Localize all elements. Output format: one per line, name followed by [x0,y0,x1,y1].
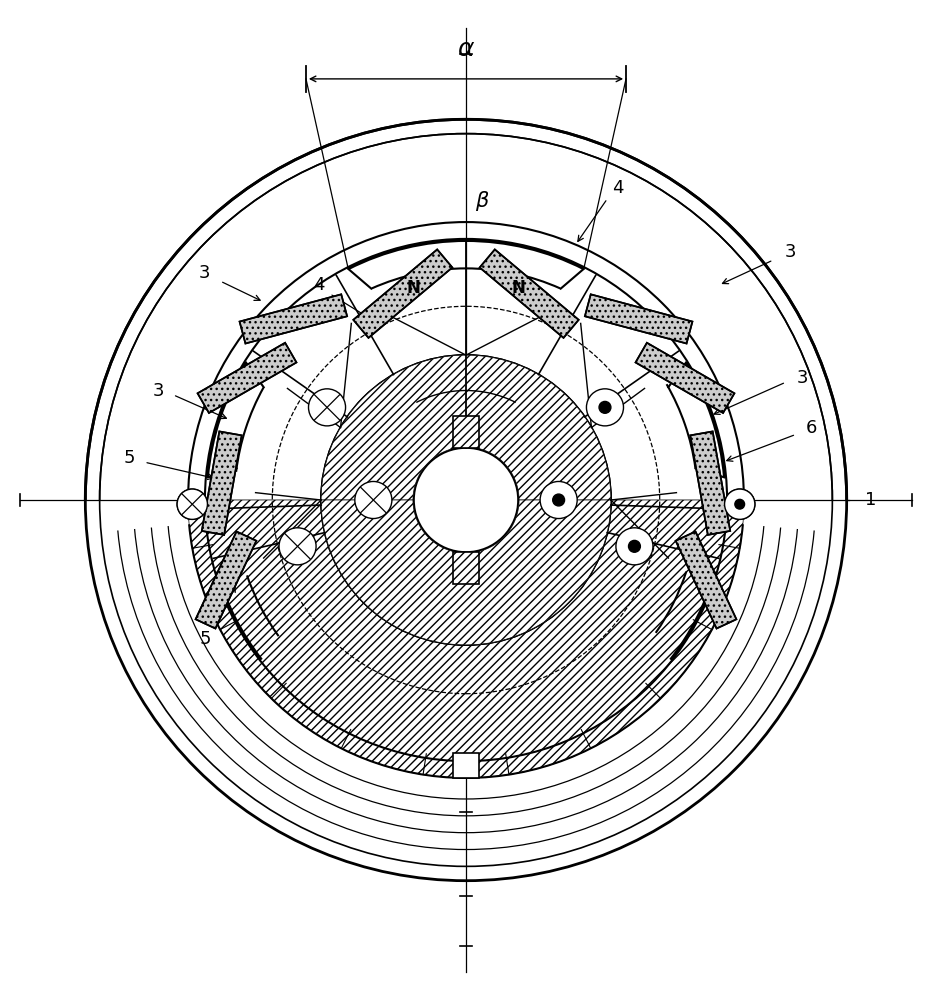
Text: 3: 3 [797,369,809,387]
Polygon shape [353,249,452,338]
Circle shape [734,499,745,509]
Text: 4: 4 [611,179,624,197]
Circle shape [414,448,518,552]
Text: 5: 5 [199,630,211,648]
Text: 6: 6 [805,419,817,437]
Text: 3: 3 [153,382,164,400]
Polygon shape [196,531,256,629]
Circle shape [586,389,624,426]
Circle shape [177,489,208,519]
Circle shape [355,481,391,519]
Text: 3: 3 [785,243,796,261]
Circle shape [553,494,565,506]
Text: 3: 3 [199,264,211,282]
Text: 1: 1 [865,491,876,509]
Circle shape [599,401,610,413]
Polygon shape [480,249,579,338]
Polygon shape [322,355,610,500]
Circle shape [308,389,346,426]
Circle shape [541,481,577,519]
Circle shape [616,528,653,565]
Polygon shape [198,343,296,413]
Circle shape [279,528,316,565]
Polygon shape [202,431,241,535]
Polygon shape [453,416,479,448]
Text: N: N [407,279,420,297]
Polygon shape [585,294,692,344]
Text: 4: 4 [313,276,324,294]
Text: $\alpha$: $\alpha$ [457,38,475,61]
Circle shape [628,540,640,552]
Circle shape [724,489,755,519]
Text: $\beta$: $\beta$ [475,189,490,213]
Polygon shape [636,343,734,413]
Circle shape [724,489,755,519]
Polygon shape [322,500,610,645]
Circle shape [177,489,208,519]
Text: 5: 5 [123,449,135,467]
Polygon shape [691,431,730,535]
Polygon shape [240,294,347,344]
Polygon shape [188,500,744,778]
Polygon shape [453,552,479,584]
Polygon shape [676,531,736,629]
Text: N: N [512,279,525,297]
Polygon shape [453,753,479,778]
